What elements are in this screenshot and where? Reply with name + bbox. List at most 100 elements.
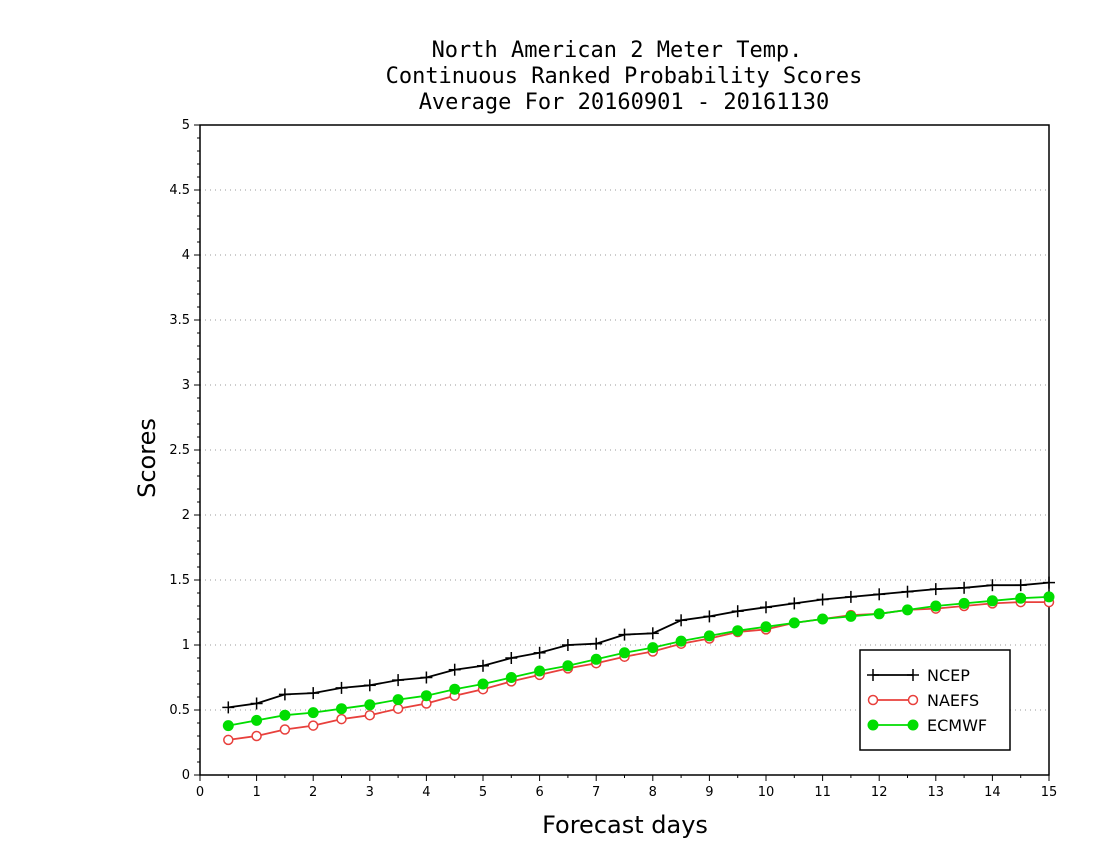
data-point-plus: [222, 701, 235, 714]
y-tick-label: 2: [182, 508, 190, 523]
data-point-open-circle: [336, 713, 347, 725]
data-point-filled-circle: [788, 617, 800, 629]
data-point-plus: [420, 671, 433, 684]
data-point-filled-circle: [930, 600, 942, 612]
x-tick-label: 5: [479, 785, 487, 800]
data-point-filled-circle: [986, 595, 998, 607]
data-point-plus: [477, 659, 489, 672]
x-tick-label: 12: [871, 785, 888, 800]
y-tick-label: 1.5: [169, 573, 190, 588]
data-point-filled-circle: [307, 707, 319, 719]
data-point-plus: [907, 669, 919, 681]
x-tick-label: 6: [535, 785, 543, 800]
data-point-filled-circle: [817, 613, 829, 625]
data-point-plus: [873, 588, 886, 601]
data-point-filled-circle: [619, 647, 630, 659]
chart-title-line-2: Continuous Ranked Probability Scores: [386, 64, 863, 89]
y-tick-label: 4: [182, 248, 190, 263]
data-point-filled-circle: [907, 719, 919, 731]
data-point-plus: [901, 585, 914, 598]
data-point-plus: [986, 579, 999, 592]
x-tick-label: 0: [196, 785, 204, 800]
x-tick-label: 1: [252, 785, 260, 800]
chart-title-line-3: Average For 20160901 - 20161130: [419, 90, 830, 115]
data-point-filled-circle: [703, 630, 715, 642]
x-tick-label: 10: [758, 785, 775, 800]
data-point-filled-circle: [222, 720, 234, 732]
y-tick-label: 0: [182, 768, 190, 783]
data-point-plus: [618, 628, 631, 641]
legend-label: NCEP: [927, 666, 970, 685]
data-point-plus: [307, 687, 320, 700]
data-point-open-circle: [223, 734, 234, 746]
x-tick-label: 2: [309, 785, 317, 800]
data-point-open-circle: [279, 724, 291, 735]
data-point-open-circle: [907, 694, 919, 706]
y-tick-label: 2.5: [169, 443, 190, 458]
legend-label: NAEFS: [927, 691, 979, 710]
data-point-plus: [788, 597, 801, 610]
data-point-plus: [867, 669, 879, 681]
data-point-plus: [731, 605, 744, 618]
x-tick-label: 8: [649, 785, 657, 800]
data-point-plus: [590, 637, 603, 650]
y-tick-label: 3.5: [169, 313, 190, 328]
data-point-filled-circle: [420, 690, 432, 702]
data-point-filled-circle: [1043, 591, 1055, 603]
data-point-filled-circle: [867, 719, 879, 731]
data-point-plus: [505, 652, 518, 664]
x-tick-label: 7: [592, 785, 600, 800]
data-point-plus: [335, 681, 348, 694]
y-axis-label: Scores: [133, 418, 161, 498]
data-point-filled-circle: [392, 694, 404, 706]
data-point-plus: [760, 601, 772, 614]
legend-item-naefs: NAEFS: [867, 691, 979, 710]
data-point-plus: [929, 583, 942, 596]
data-point-plus: [448, 663, 461, 676]
x-tick-label: 4: [422, 785, 430, 800]
legend-item-ncep: NCEP: [867, 666, 970, 685]
data-point-plus: [533, 646, 546, 659]
chart-title-line-1: North American 2 Meter Temp.: [432, 38, 803, 63]
x-tick-label: 9: [705, 785, 713, 800]
data-point-plus: [646, 627, 659, 640]
data-point-filled-circle: [477, 678, 489, 690]
data-point-plus: [958, 581, 971, 594]
data-point-open-circle: [392, 703, 404, 714]
data-point-plus: [816, 593, 829, 606]
x-tick-label: 11: [814, 785, 831, 800]
data-point-filled-circle: [534, 665, 546, 677]
data-point-filled-circle: [279, 709, 291, 721]
data-point-filled-circle: [590, 653, 602, 665]
chart-title: North American 2 Meter Temp. Continuous …: [386, 38, 863, 115]
data-point-plus: [392, 674, 405, 687]
data-point-filled-circle: [251, 714, 263, 726]
data-point-filled-circle: [845, 610, 857, 622]
data-point-plus: [675, 614, 688, 627]
data-point-filled-circle: [675, 635, 687, 647]
legend-item-ecmwf: ECMWF: [867, 716, 987, 735]
series-ncep: [222, 576, 1055, 714]
data-point-filled-circle: [449, 683, 461, 695]
data-point-plus: [278, 688, 291, 701]
data-point-open-circle: [364, 709, 376, 721]
y-tick-label: 5: [182, 118, 190, 133]
x-axis-label: Forecast days: [542, 811, 708, 839]
data-point-filled-circle: [873, 608, 885, 620]
axis-ticks: 00.511.522.533.544.550 1 2 3 4 5 6 7 8 9 10 11 12 13 1…: [169, 118, 1057, 800]
x-tick-label: 14: [984, 785, 1001, 800]
data-point-filled-circle: [364, 699, 376, 711]
y-tick-label: 0.5: [169, 703, 190, 718]
data-point-filled-circle: [902, 604, 913, 616]
data-point-plus: [363, 679, 376, 692]
data-point-plus: [703, 610, 716, 623]
data-point-filled-circle: [958, 597, 970, 609]
data-point-open-circle: [307, 720, 319, 731]
y-tick-label: 3: [182, 378, 190, 393]
legend-label: ECMWF: [927, 716, 987, 735]
data-point-filled-circle: [1015, 592, 1027, 604]
data-point-filled-circle: [760, 621, 772, 633]
data-point-filled-circle: [336, 703, 347, 715]
y-tick-label: 4.5: [169, 183, 190, 198]
